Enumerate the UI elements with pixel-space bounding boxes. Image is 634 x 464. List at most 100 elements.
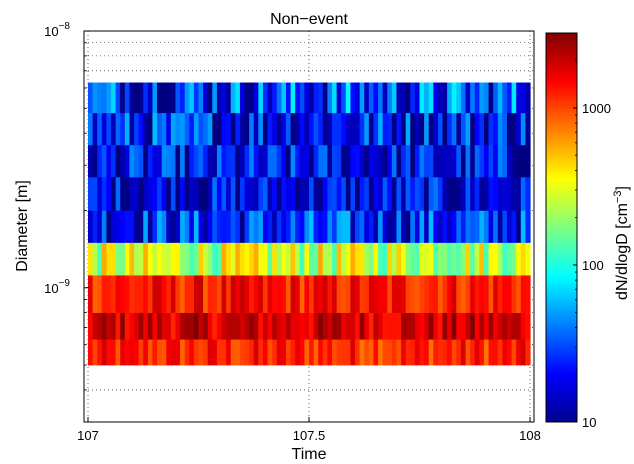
- heatmap-cell: [479, 339, 484, 365]
- heatmap-cell: [360, 83, 365, 114]
- heatmap-cell: [106, 177, 111, 211]
- heatmap-cell: [148, 313, 153, 340]
- heatmap-cell: [360, 177, 365, 211]
- heatmap-cell: [129, 275, 134, 313]
- heatmap-cell: [102, 177, 107, 211]
- colorbar-ticks: 10 100 1000: [573, 33, 611, 430]
- heatmap-cell: [162, 177, 167, 211]
- heatmap-cell: [272, 243, 277, 276]
- heatmap-cell: [360, 275, 365, 313]
- heatmap-cell: [240, 243, 245, 276]
- heatmap-cell: [332, 275, 337, 313]
- heatmap-cell: [254, 339, 259, 365]
- heatmap-cell: [479, 145, 484, 177]
- heatmap-cell: [479, 177, 484, 211]
- heatmap-cell: [281, 313, 286, 340]
- heatmap-cell: [258, 145, 263, 177]
- heatmap-cell: [438, 210, 443, 242]
- heatmap-cell: [373, 313, 378, 340]
- heatmap-cell: [235, 145, 240, 177]
- heatmap-cell: [470, 113, 475, 145]
- heatmap-cell: [277, 313, 282, 340]
- heatmap-cell: [452, 243, 457, 276]
- heatmap-cell: [217, 313, 222, 340]
- heatmap-cell: [346, 243, 351, 276]
- heatmap-cell: [125, 83, 130, 114]
- heatmap-cell: [180, 243, 185, 276]
- heatmap-cell: [410, 275, 415, 313]
- heatmap-cell: [102, 313, 107, 340]
- heatmap-cell: [521, 83, 526, 114]
- heatmap-cell: [245, 339, 250, 365]
- heatmap-cell: [420, 83, 425, 114]
- heatmap-cell: [498, 275, 503, 313]
- heatmap-cell: [194, 313, 199, 340]
- heatmap-cell: [327, 313, 332, 340]
- heatmap-cell: [498, 210, 503, 242]
- heatmap-cell: [433, 113, 438, 145]
- heatmap-cell: [203, 339, 208, 365]
- heatmap-cell: [314, 210, 319, 242]
- heatmap-cell: [355, 210, 360, 242]
- heatmap-cell: [281, 339, 286, 365]
- heatmap-cell: [277, 275, 282, 313]
- heatmap-cell: [424, 113, 429, 145]
- heatmap-cell: [277, 243, 282, 276]
- heatmap-cell: [396, 243, 401, 276]
- heatmap-cell: [268, 177, 273, 211]
- heatmap-cell: [438, 113, 443, 145]
- heatmap-cell: [406, 243, 411, 276]
- heatmap-cell: [309, 177, 314, 211]
- heatmap-cell: [341, 243, 346, 276]
- heatmap-cell: [521, 177, 526, 211]
- heatmap-cell: [268, 83, 273, 114]
- heatmap-cell: [392, 210, 397, 242]
- heatmap-cell: [171, 243, 176, 276]
- heatmap-cell: [502, 145, 507, 177]
- heatmap-cell: [171, 113, 176, 145]
- heatmap-cell: [396, 210, 401, 242]
- heatmap-cell: [498, 83, 503, 114]
- heatmap-cell: [318, 339, 323, 365]
- heatmap-cell: [401, 339, 406, 365]
- heatmap-cell: [521, 145, 526, 177]
- heatmap-cell: [249, 210, 254, 242]
- heatmap-cell: [240, 177, 245, 211]
- heatmap-cell: [392, 83, 397, 114]
- heatmap-cell: [466, 113, 471, 145]
- heatmap-cell: [291, 210, 296, 242]
- heatmap-cell: [355, 275, 360, 313]
- heatmap-cell: [291, 113, 296, 145]
- heatmap-cell: [410, 210, 415, 242]
- heatmap-cell: [222, 313, 227, 340]
- heatmap-cell: [88, 275, 93, 313]
- heatmap-cell: [295, 313, 300, 340]
- heatmap-cell: [93, 83, 98, 114]
- heatmap-cell: [447, 113, 452, 145]
- heatmap-cell: [369, 145, 374, 177]
- heatmap-cell: [424, 243, 429, 276]
- heatmap-cell: [360, 145, 365, 177]
- heatmap-cell: [194, 275, 199, 313]
- heatmap-cell: [166, 145, 171, 177]
- heatmap-cell: [295, 113, 300, 145]
- heatmap-cell: [479, 243, 484, 276]
- heatmap-cell: [502, 243, 507, 276]
- heatmap-cell: [203, 113, 208, 145]
- heatmap-cell: [479, 275, 484, 313]
- heatmap-cell: [268, 210, 273, 242]
- heatmap-cell: [139, 210, 144, 242]
- heatmap-cell: [415, 313, 420, 340]
- heatmap-cell: [378, 339, 383, 365]
- heatmap-cell: [364, 113, 369, 145]
- heatmap-cell: [309, 210, 314, 242]
- heatmap-cell: [199, 339, 204, 365]
- heatmap-cell: [420, 145, 425, 177]
- heatmap-cell: [373, 210, 378, 242]
- heatmap-cell: [286, 177, 291, 211]
- heatmap-cell: [162, 210, 167, 242]
- heatmap-cell: [120, 177, 125, 211]
- heatmap-cell: [484, 83, 489, 114]
- heatmap-cell: [139, 275, 144, 313]
